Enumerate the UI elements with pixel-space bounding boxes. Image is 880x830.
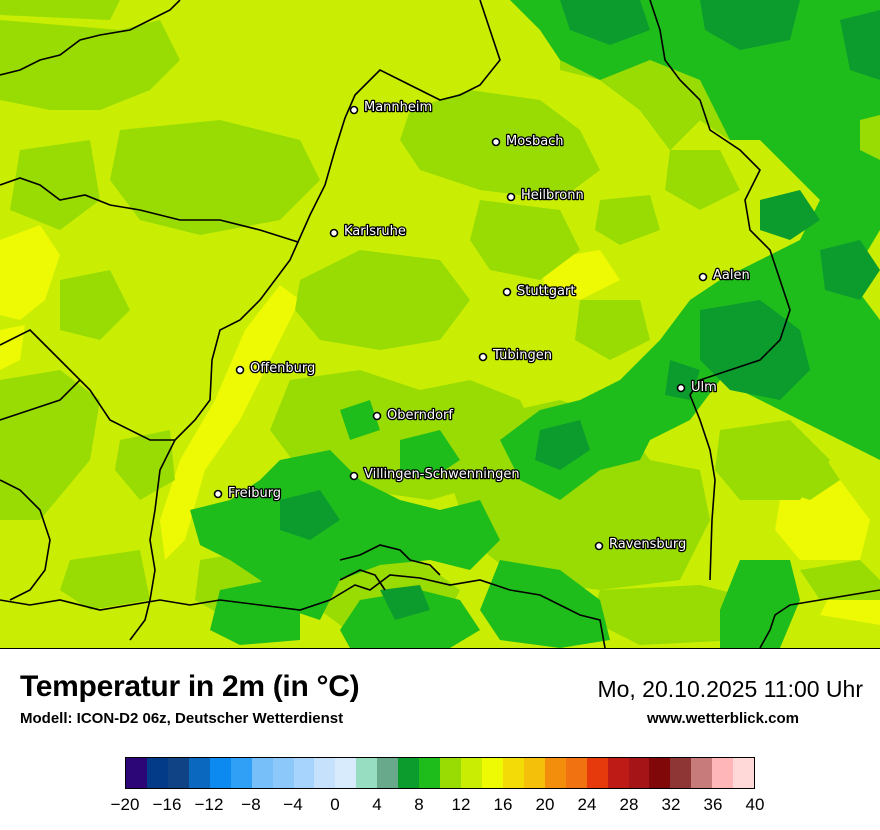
colorbar-swatch	[230, 758, 252, 788]
city-oberndorf: Oberndorf	[372, 407, 455, 424]
colorbar-swatch	[251, 758, 273, 788]
colorbar-swatch	[272, 758, 294, 788]
city-label: Heilbronn	[521, 188, 584, 203]
colorbar-swatch	[167, 758, 189, 788]
city-label: Mannheim	[364, 100, 432, 115]
city-label: Karlsruhe	[344, 224, 406, 239]
colorbar-swatch	[293, 758, 315, 788]
colorbar-tick-label: −20	[110, 795, 140, 814]
colorbar-tick-label: −4	[283, 795, 303, 814]
city-label: Ulm	[691, 380, 717, 395]
temperature-colorbar	[125, 757, 755, 789]
colorbar-swatch	[649, 758, 671, 788]
colorbar-tick-label: 4	[372, 795, 382, 814]
model-info: Modell: ICON-D2 06z, Deutscher Wetterdie…	[20, 710, 344, 727]
colorbar-swatch	[691, 758, 713, 788]
colorbar-swatch	[314, 758, 336, 788]
colorbar-tick-label: 12	[451, 795, 471, 814]
city-label: Offenburg	[250, 361, 315, 376]
colorbar-swatch	[502, 758, 524, 788]
city-heilbronn: Heilbronn	[506, 187, 585, 204]
colorbar-swatch	[733, 758, 755, 788]
website-link[interactable]: www.wetterblick.com	[647, 710, 799, 727]
colorbar-swatch	[523, 758, 545, 788]
city-marker-icon	[506, 192, 516, 202]
colorbar-swatch	[146, 758, 168, 788]
colorbar-swatch	[586, 758, 608, 788]
colorbar-tick-label: −12	[194, 795, 224, 814]
temperature-zone-8	[280, 0, 880, 620]
colorbar-tick-label: 20	[535, 795, 555, 814]
colorbar-swatch	[419, 758, 441, 788]
colorbar-swatch	[481, 758, 503, 788]
colorbar-tick-label: 36	[703, 795, 723, 814]
city-tuebingen: Tübingen	[478, 347, 553, 364]
city-freiburg: Freiburg	[213, 485, 282, 502]
city-aalen: Aalen	[698, 267, 751, 284]
colorbar-swatch	[126, 758, 147, 788]
temperature-zone-12b	[590, 115, 880, 560]
colorbar-swatch	[377, 758, 399, 788]
city-marker-icon	[698, 272, 708, 282]
city-marker-icon	[372, 411, 382, 421]
city-villingen-schwenningen: Villingen-Schwenningen	[349, 466, 521, 483]
colorbar-swatch	[712, 758, 734, 788]
city-ravensburg: Ravensburg	[594, 536, 688, 553]
colorbar-tick-label: 28	[619, 795, 639, 814]
city-label: Aalen	[713, 268, 750, 283]
city-offenburg: Offenburg	[235, 360, 317, 377]
city-karlsruhe: Karlsruhe	[329, 223, 407, 240]
colorbar-swatch	[398, 758, 420, 788]
colorbar-swatch	[628, 758, 650, 788]
city-marker-icon	[502, 287, 512, 297]
colorbar-swatch	[335, 758, 357, 788]
colorbar-swatch	[670, 758, 692, 788]
colorbar-swatch	[461, 758, 482, 788]
city-label: Oberndorf	[387, 408, 453, 423]
colorbar-swatch	[607, 758, 629, 788]
city-marker-icon	[349, 105, 359, 115]
city-markers: Mannheim Mosbach Heilbronn Karlsruhe Aal…	[213, 99, 751, 553]
colorbar-tick-label: 0	[330, 795, 340, 814]
colorbar-swatch	[544, 758, 566, 788]
colorbar-tick-label: 32	[661, 795, 681, 814]
city-label: Stuttgart	[517, 284, 575, 299]
colorbar-swatch	[356, 758, 378, 788]
city-marker-icon	[676, 383, 686, 393]
city-label: Villingen-Schwenningen	[364, 467, 520, 482]
colorbar-swatch	[565, 758, 587, 788]
city-label: Freiburg	[228, 486, 281, 501]
colorbar-tick-label: −8	[241, 795, 261, 814]
city-marker-icon	[478, 352, 488, 362]
city-label: Ravensburg	[609, 537, 686, 552]
colorbar-tick-label: 8	[414, 795, 424, 814]
city-marker-icon	[329, 228, 339, 238]
temperature-map: Mannheim Mosbach Heilbronn Karlsruhe Aal…	[0, 0, 880, 649]
colorbar-tick-label: 40	[745, 795, 765, 814]
city-stuttgart: Stuttgart	[502, 283, 577, 300]
city-label: Tübingen	[492, 348, 552, 363]
city-marker-icon	[349, 471, 359, 481]
state-borders	[0, 0, 880, 648]
city-mannheim: Mannheim	[349, 99, 433, 116]
city-marker-icon	[213, 489, 223, 499]
colorbar-swatch	[188, 758, 210, 788]
colorbar-swatch	[209, 758, 231, 788]
forecast-datetime: Mo, 20.10.2025 11:00 Uhr	[597, 676, 863, 702]
colorbar-tick-label: −16	[152, 795, 182, 814]
map-title: Temperatur in 2m (in °C)	[20, 670, 360, 703]
city-label: Mosbach	[506, 134, 564, 149]
city-ulm: Ulm	[676, 379, 718, 396]
city-marker-icon	[594, 541, 604, 551]
city-marker-icon	[235, 365, 245, 375]
colorbar-tick-label: 16	[493, 795, 513, 814]
city-mosbach: Mosbach	[491, 133, 565, 150]
colorbar-ticks: −20 −16 −12 −8 −4 0 4 8 12 16 20 24 28 32 36 40	[111, 795, 765, 819]
map-canvas: Mannheim Mosbach Heilbronn Karlsruhe Aal…	[0, 0, 880, 648]
city-marker-icon	[491, 137, 501, 147]
colorbar-swatch	[440, 758, 461, 788]
colorbar-tick-label: 24	[577, 795, 597, 814]
